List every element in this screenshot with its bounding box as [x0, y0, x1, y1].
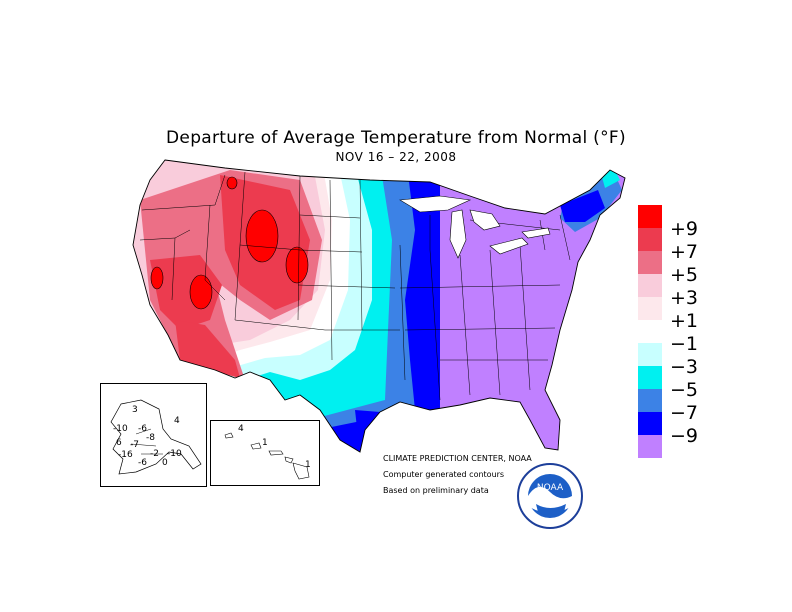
credit-line: CLIMATE PREDICTION CENTER, NOAA — [383, 454, 532, 463]
alaska-label-8: -6 — [138, 458, 147, 468]
hawaii-outline — [224, 432, 310, 480]
legend-swatch-10 — [638, 412, 662, 435]
legend-label-plus-5: +5 — [670, 264, 699, 286]
legend-swatch-8 — [638, 366, 662, 389]
alaska-inset — [100, 383, 207, 487]
alaska-label-9: 4 — [174, 416, 180, 426]
legend-swatch-6 — [638, 320, 662, 343]
map-title: Departure of Average Temperature from No… — [166, 128, 626, 148]
legend-label-minus-7: −7 — [670, 402, 699, 424]
hawaii-label-3: 1 — [305, 460, 311, 470]
legend-swatch-11 — [638, 435, 662, 458]
band-plus-9-colorado — [285, 246, 309, 284]
legend-label-minus-3: −3 — [670, 356, 699, 378]
legend-label-plus-7: +7 — [670, 241, 699, 263]
state-borders — [132, 159, 626, 453]
hawaii-inset — [210, 420, 320, 486]
legend-label-plus-9: +9 — [670, 218, 699, 240]
alaska-outline — [110, 399, 202, 475]
alaska-label-6: -2 — [150, 449, 159, 459]
noaa-logo-text: NOAA — [537, 483, 564, 493]
legend-swatch-1 — [638, 205, 662, 228]
map-subtitle: NOV 16 – 22, 2008 — [335, 150, 457, 164]
band-minus-9-northeast — [560, 190, 605, 222]
legend-swatch-9 — [638, 389, 662, 412]
alaska-label-3: -8 — [146, 433, 155, 443]
legend-swatch-5 — [638, 297, 662, 320]
alaska-label-11: 6 — [116, 438, 122, 448]
legend-swatch-2 — [638, 228, 662, 251]
alaska-label-10: 0 — [162, 458, 168, 468]
legend-label-plus-1: +1 — [670, 310, 699, 332]
legend-label-plus-3: +3 — [670, 287, 699, 309]
legend-label-minus-5: −5 — [670, 379, 699, 401]
contour-note: Computer generated contours — [383, 470, 505, 479]
great-lakes — [399, 195, 551, 259]
band-plus-7-west — [150, 255, 222, 330]
alaska-label-4: -16 — [118, 450, 133, 460]
hawaii-label-1: 4 — [238, 424, 244, 434]
alaska-label-7: -10 — [167, 449, 182, 459]
band-plus-9-california — [150, 266, 164, 290]
legend-swatch-4 — [638, 274, 662, 297]
band-plus-9-montana — [226, 176, 238, 190]
band-plus-9-nevada — [189, 274, 213, 310]
legend-swatch-3 — [638, 251, 662, 274]
hawaii-label-2: 1 — [262, 438, 268, 448]
alaska-label-12: 3 — [132, 405, 138, 415]
data-note: Based on preliminary data — [383, 486, 489, 495]
alaska-label-1: -10 — [113, 424, 128, 434]
band-plus-9-wyoming — [245, 209, 279, 263]
legend-label-minus-1: −1 — [670, 333, 699, 355]
noaa-logo: NOAA — [517, 463, 583, 529]
legend-swatch-7 — [638, 343, 662, 366]
alaska-label-2: -6 — [138, 424, 147, 434]
alaska-label-5: -7 — [130, 440, 139, 450]
legend-label-minus-9: −9 — [670, 425, 699, 447]
